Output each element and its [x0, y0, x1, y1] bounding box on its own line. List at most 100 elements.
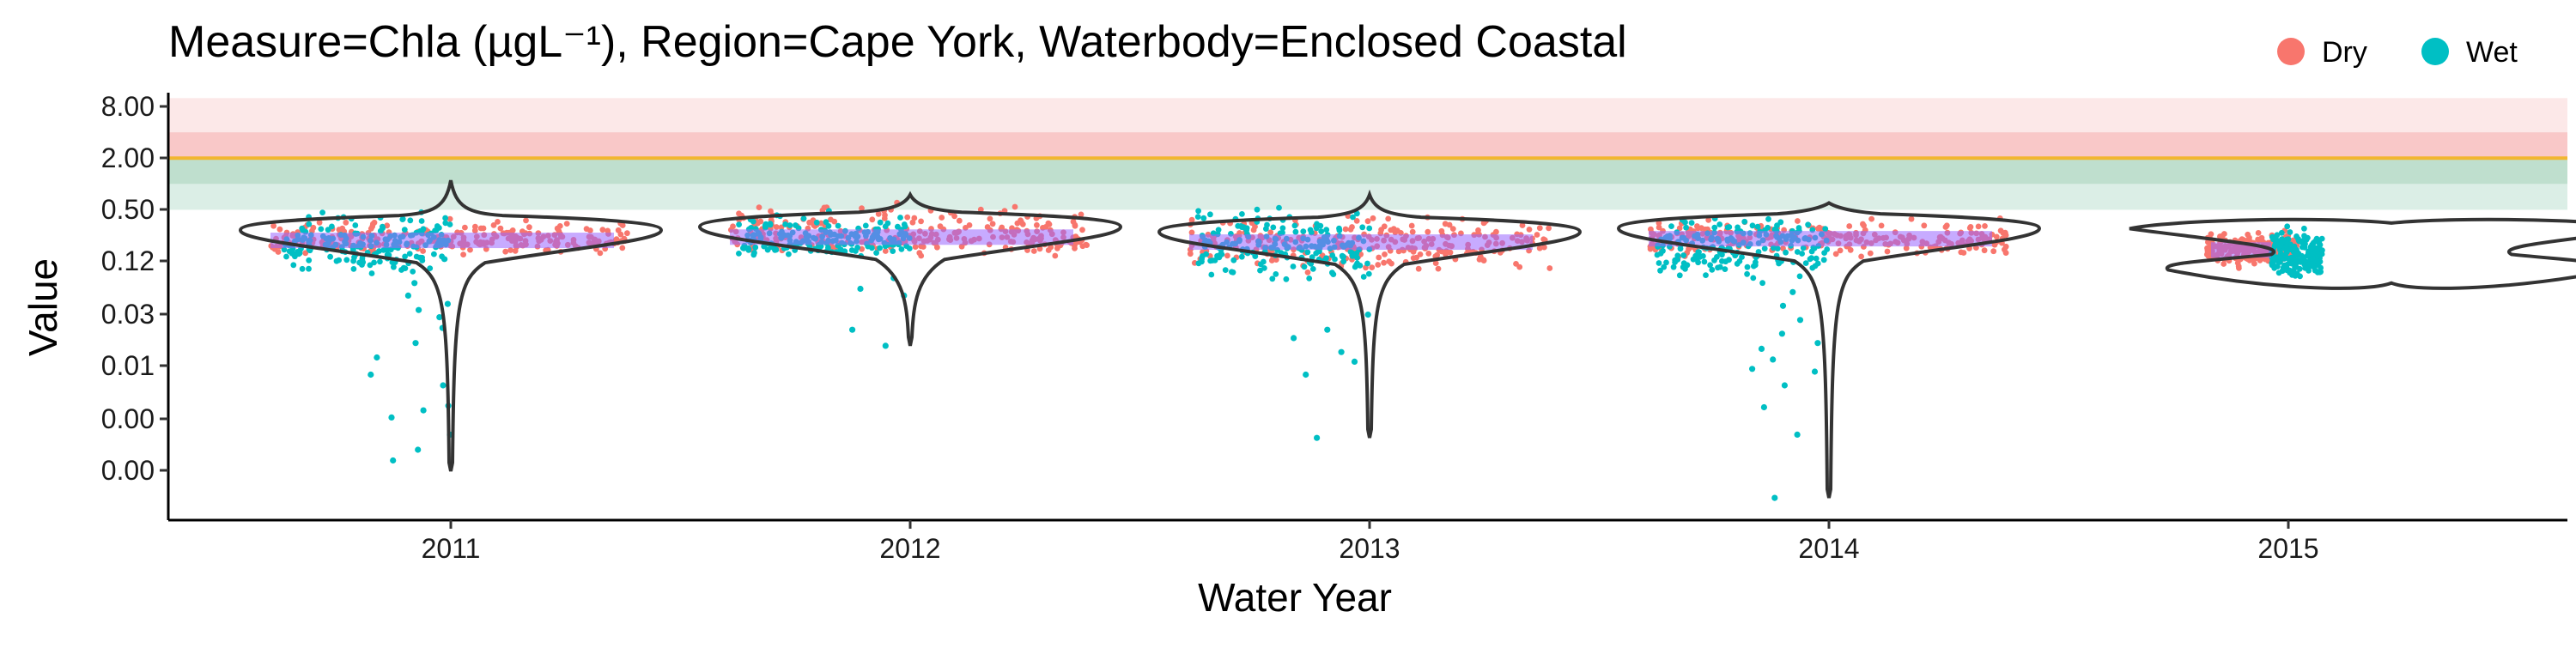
- point-dry: [1435, 265, 1442, 272]
- point-dry: [963, 225, 969, 231]
- point-wet: [862, 222, 869, 229]
- point-wet-outlier: [388, 414, 395, 421]
- point-dry: [1960, 250, 1967, 256]
- point-dry: [495, 219, 501, 225]
- point-wet: [2281, 238, 2287, 244]
- point-dry: [477, 225, 484, 232]
- y-tick-label: 0.50: [101, 194, 155, 225]
- point-wet: [289, 251, 295, 257]
- point-dry: [467, 246, 473, 253]
- point-dry: [1188, 229, 1195, 236]
- point-wet: [1774, 222, 1780, 229]
- point-wet: [767, 221, 774, 227]
- point-dry: [773, 224, 780, 230]
- point-dry: [384, 222, 391, 229]
- y-tick-label: 0.00: [101, 403, 155, 434]
- point-dry: [831, 218, 838, 225]
- point-wet: [1722, 266, 1728, 272]
- point-wet: [1235, 222, 1242, 229]
- point-wet: [418, 218, 425, 224]
- point-wet: [1215, 227, 1222, 233]
- point-dry: [583, 226, 590, 233]
- point-dry: [1536, 245, 1543, 251]
- point-wet: [2278, 229, 2285, 236]
- point-dry: [624, 230, 630, 237]
- point-wet: [1359, 224, 1366, 231]
- point-dry: [1975, 223, 1982, 230]
- point-wet: [406, 251, 413, 257]
- point-dry: [1698, 225, 1704, 232]
- point-dry: [526, 224, 532, 231]
- point-wet-outlier: [1303, 371, 1309, 379]
- point-wet: [2284, 265, 2290, 272]
- point-dry: [1036, 245, 1043, 252]
- point-wet: [897, 215, 903, 221]
- point-dry: [904, 214, 911, 221]
- point-wet: [751, 250, 757, 256]
- point-wet: [2293, 264, 2299, 270]
- point-wet: [1243, 225, 1250, 232]
- point-dry: [1860, 221, 1866, 227]
- point-wet: [431, 251, 437, 257]
- point-wet: [2295, 236, 2302, 242]
- point-wet: [352, 222, 359, 228]
- point-wet: [359, 262, 365, 268]
- point-wet: [1813, 255, 1820, 262]
- point-wet: [325, 227, 331, 233]
- point-wet: [1365, 270, 1372, 277]
- point-wet: [2301, 225, 2307, 232]
- point-wet: [1252, 253, 1259, 259]
- point-dry: [2002, 246, 2008, 253]
- x-tick-label: 2013: [1339, 533, 1400, 564]
- point-wet: [1330, 271, 1337, 277]
- point-wet: [402, 253, 408, 260]
- point-dry: [1042, 224, 1049, 230]
- point-dry: [1034, 221, 1040, 228]
- point-dry: [1513, 261, 1519, 267]
- point-dry: [605, 227, 611, 234]
- point-dry: [1410, 255, 1417, 262]
- point-dry: [958, 243, 965, 250]
- point-dry: [2255, 230, 2262, 236]
- point-wet: [327, 253, 333, 260]
- point-wet: [1697, 254, 1703, 260]
- point-wet: [2291, 243, 2298, 250]
- point-dry: [1546, 225, 1552, 232]
- y-tick-label: 0.01: [101, 350, 155, 381]
- point-dry: [302, 250, 309, 257]
- point-wet: [1354, 210, 1360, 217]
- point-dry: [1519, 222, 1526, 228]
- point-wet: [877, 245, 883, 251]
- point-wet: [1352, 263, 1358, 270]
- point-dry: [1982, 223, 1988, 229]
- point-dry: [1415, 265, 1422, 272]
- point-wet: [1777, 219, 1784, 226]
- point-dry: [1480, 257, 1487, 263]
- point-wet: [1350, 214, 1356, 221]
- point-wet: [1670, 263, 1677, 270]
- point-dry: [1012, 203, 1018, 210]
- point-wet: [1229, 269, 1235, 276]
- point-wet: [1279, 225, 1286, 232]
- point-wet: [2287, 255, 2293, 262]
- point-wet: [1707, 262, 1713, 269]
- y-tick-label: 8.00: [101, 91, 155, 122]
- point-wet: [1207, 257, 1213, 264]
- point-wet-outlier: [1338, 348, 1345, 355]
- point-dry: [1347, 227, 1354, 233]
- point-dry: [497, 225, 504, 232]
- point-dry: [736, 210, 742, 217]
- point-wet: [402, 265, 409, 271]
- y-axis-title: Value: [21, 258, 65, 356]
- point-wet: [1711, 224, 1718, 231]
- point-wet: [1716, 221, 1723, 227]
- point-dry: [343, 219, 349, 226]
- point-wet: [898, 246, 905, 252]
- point-wet: [359, 256, 366, 262]
- point-wet-outlier: [882, 342, 889, 349]
- point-dry: [1014, 220, 1021, 227]
- point-dry: [977, 206, 984, 213]
- point-dry: [1045, 247, 1052, 253]
- point-dry: [1795, 218, 1801, 224]
- point-dry: [1224, 252, 1230, 259]
